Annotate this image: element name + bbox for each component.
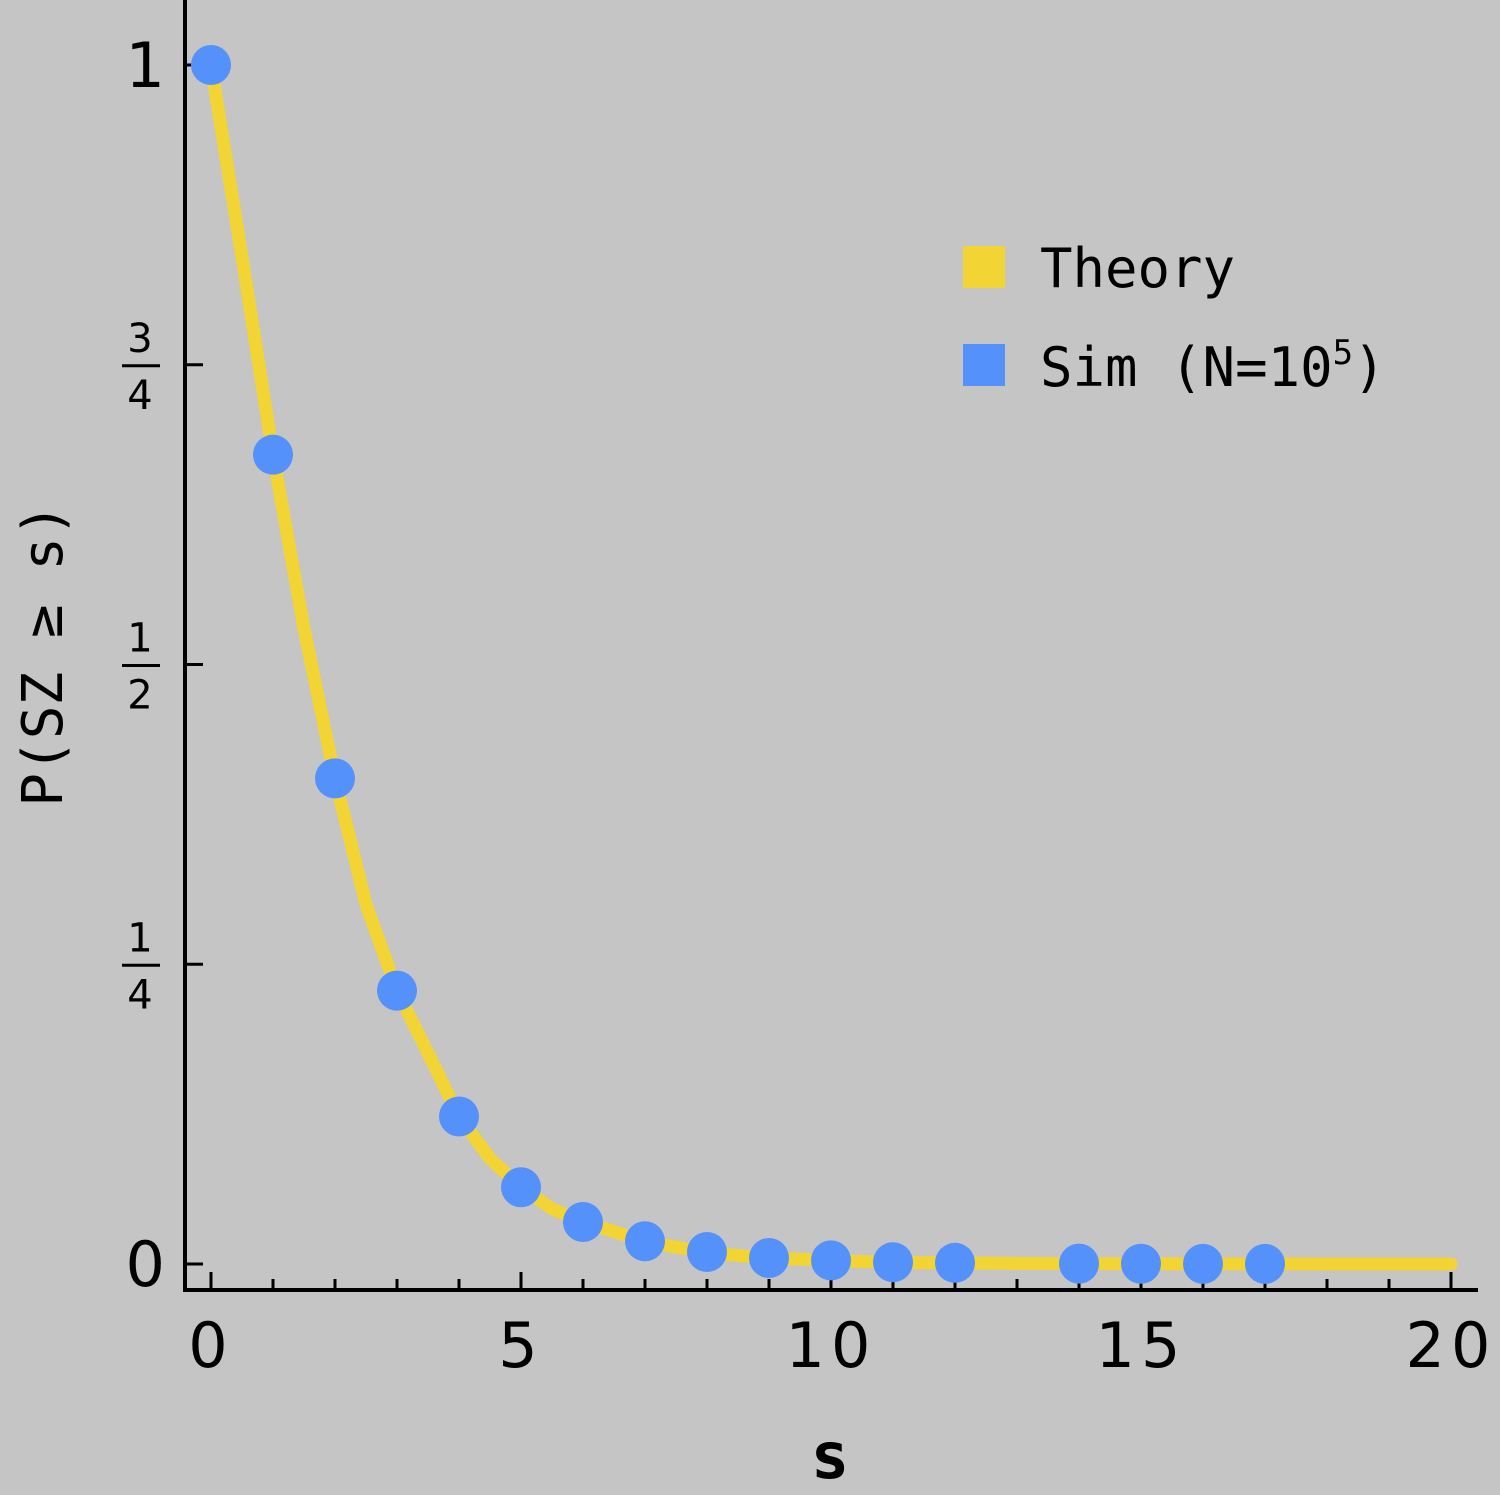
sim-point [315,758,355,799]
sim-point [811,1240,851,1281]
sim-point [563,1202,603,1243]
sim-point [935,1242,975,1283]
sim-point [253,434,293,475]
axes [183,0,1478,1292]
x-tick-label: 20 [1406,1309,1497,1382]
y-tick-denominator: 4 [127,972,152,1018]
y-tick-numerator: 1 [127,616,152,662]
x-axis-title: s [811,1420,850,1494]
y-tick-numerator: 3 [127,316,152,362]
sim-point [749,1238,789,1279]
legend-swatch-sim [963,344,1005,386]
legend-label-theory: Theory [1040,237,1235,300]
sim-point [625,1221,665,1262]
sim-point [873,1242,913,1283]
sim-point [1059,1243,1099,1284]
sim-point [1183,1243,1223,1284]
y-axis-title: P(SZ ≥ s) [11,503,76,806]
x-tick-label: 0 [188,1309,233,1382]
sim-point [687,1232,727,1273]
x-tick-label: 15 [1096,1309,1187,1382]
x-tick-label: 5 [498,1309,543,1382]
sim-point [377,970,417,1011]
theory-line [204,58,1458,1271]
y-tick-fraction: 14 [122,915,160,1018]
sim-point [501,1167,541,1208]
legend-swatch-theory [963,246,1005,288]
legend-label-sim: Sim (N=105) [1040,333,1386,399]
sim-point [439,1096,479,1137]
y-tick-denominator: 4 [127,373,152,419]
series-layer [191,45,1458,1284]
y-tick-denominator: 2 [127,673,152,719]
y-tick-fraction: 34 [122,316,160,419]
y-tick-label: 1 [126,29,165,102]
legend: Theory Sim (N=105) [963,237,1386,399]
y-tick-fraction: 12 [122,616,160,719]
sim-point [1121,1243,1161,1284]
sim-point [191,45,231,85]
y-tick-label: 0 [126,1228,165,1301]
x-tick-label: 10 [786,1309,877,1382]
sim-point [1245,1243,1285,1284]
y-tick-numerator: 1 [127,915,152,961]
